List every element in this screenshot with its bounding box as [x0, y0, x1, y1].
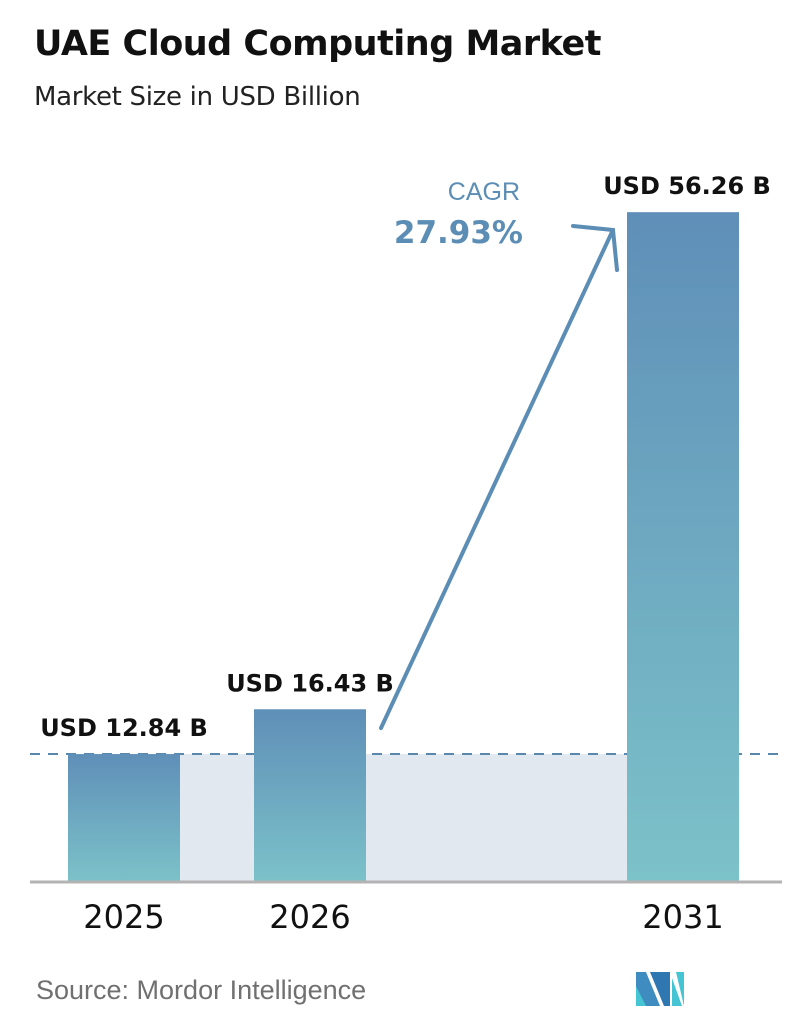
source-note: Source: Mordor Intelligence: [36, 975, 367, 1005]
data-label-2025: USD 12.84 B: [40, 714, 208, 742]
chart-title: UAE Cloud Computing Market: [34, 24, 601, 64]
x-tick-label-2031: 2031: [642, 898, 723, 936]
bar-2025: [68, 754, 180, 882]
chart-subtitle: Market Size in USD Billion: [34, 82, 361, 112]
data-label-2026: USD 16.43 B: [226, 669, 394, 697]
cagr-arrow: [379, 224, 619, 730]
x-tick-label-2025: 2025: [83, 898, 164, 936]
bar-2026: [254, 709, 366, 882]
x-tick-label-2026: 2026: [269, 898, 350, 936]
bar-2031: [627, 212, 739, 883]
data-label-2031: USD 56.26 B: [603, 172, 771, 200]
cagr-label: CAGR: [448, 178, 520, 206]
cagr-value: 27.93%: [394, 215, 523, 251]
